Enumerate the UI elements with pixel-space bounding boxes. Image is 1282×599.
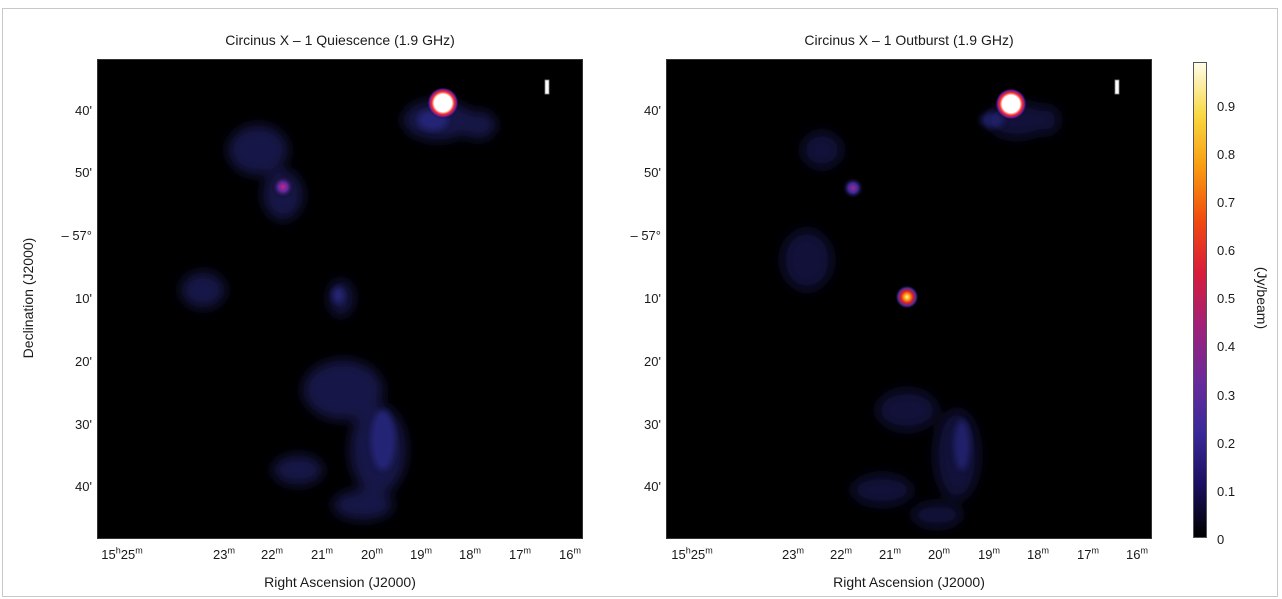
colorbar-tick: 0.9 — [1217, 99, 1236, 114]
x-tick: 18m — [1027, 545, 1049, 562]
x-axis-title-left: Right Ascension (J2000) — [264, 574, 416, 590]
x-tick: 21m — [311, 545, 333, 562]
y-tick: 50' — [644, 165, 661, 180]
circinus-x1-source — [995, 88, 1027, 120]
x-tick: 15h25m — [671, 545, 713, 562]
colorbar-tick: 0.4 — [1217, 339, 1236, 354]
y-tick: 30' — [644, 417, 661, 432]
radio-map-outburst — [666, 59, 1152, 539]
y-tick: – 57° — [630, 228, 661, 243]
y-axis-title: Declination (J2000) — [20, 237, 36, 359]
colorbar-tick: 0.1 — [1217, 484, 1236, 499]
colorbar-tick: 0 — [1217, 532, 1225, 547]
radio-map-quiescence — [97, 59, 583, 539]
y-tick: 40' — [75, 479, 92, 494]
panel-title-quiescence: Circinus X – 1 Quiescence (1.9 GHz) — [225, 32, 455, 48]
x-tick: 16m — [1126, 545, 1148, 562]
colorbar-tick: 0.5 — [1217, 291, 1236, 306]
compact-source — [271, 175, 295, 199]
colorbar — [1193, 62, 1207, 538]
y-tick: 40' — [75, 103, 92, 118]
x-axis-title-right: Right Ascension (J2000) — [833, 574, 985, 590]
y-tick: 10' — [75, 291, 92, 306]
x-tick: 20m — [928, 545, 950, 562]
x-tick: 15h25m — [101, 545, 143, 562]
panel-title-outburst: Circinus X – 1 Outburst (1.9 GHz) — [804, 32, 1014, 48]
colorbar-title: (Jy/beam) — [1254, 266, 1270, 330]
colorbar-tick: 0.3 — [1217, 388, 1236, 403]
x-tick: 19m — [978, 545, 1000, 562]
x-tick: 22m — [261, 545, 283, 562]
compact-source — [842, 177, 864, 199]
beam-marker — [544, 79, 550, 95]
y-tick: 50' — [75, 165, 92, 180]
y-tick: 40' — [644, 103, 661, 118]
colorbar-tick: 0.7 — [1217, 195, 1236, 210]
x-tick: 23m — [213, 545, 235, 562]
y-tick: 20' — [75, 354, 92, 369]
circinus-x1-outburst-source — [895, 285, 919, 309]
x-tick: 22m — [830, 545, 852, 562]
figure-frame — [2, 8, 1278, 597]
circinus-x1-source — [427, 87, 459, 119]
y-tick: 20' — [644, 354, 661, 369]
x-tick: 19m — [410, 545, 432, 562]
diffuse-emission — [181, 100, 496, 520]
y-tick: 30' — [75, 417, 92, 432]
colorbar-tick: 0.2 — [1217, 436, 1236, 451]
x-tick: 17m — [1077, 545, 1099, 562]
x-tick: 18m — [459, 545, 481, 562]
x-tick: 21m — [879, 545, 901, 562]
x-tick: 20m — [361, 545, 383, 562]
y-tick: 10' — [644, 291, 661, 306]
x-tick: 17m — [509, 545, 531, 562]
colorbar-tick: 0.6 — [1217, 243, 1236, 258]
x-tick: 16m — [559, 545, 581, 562]
beam-marker — [1114, 79, 1120, 95]
colorbar-tick: 0.8 — [1217, 147, 1236, 162]
y-tick: – 57° — [61, 228, 92, 243]
y-tick: 40' — [644, 479, 661, 494]
x-tick: 23m — [782, 545, 804, 562]
